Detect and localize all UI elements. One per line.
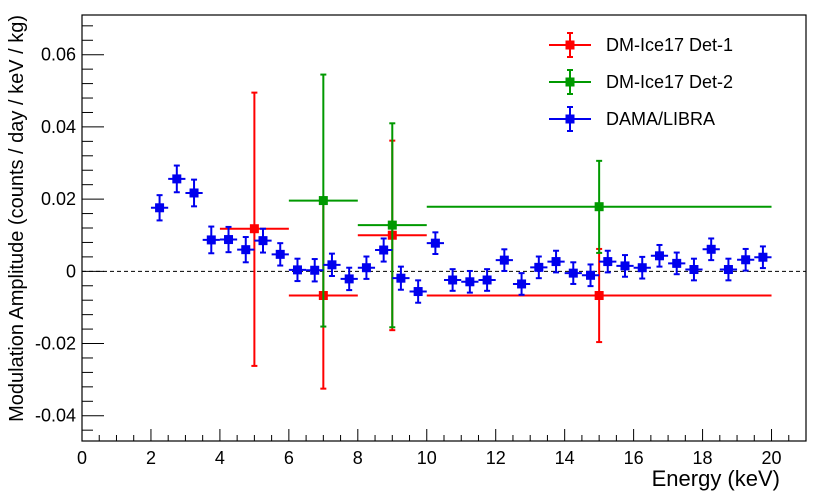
- data-point: [723, 265, 733, 275]
- data-point: [379, 245, 389, 255]
- x-tick-label: 8: [353, 448, 363, 468]
- data-point: [387, 220, 397, 230]
- series-dama-libra: [150, 164, 772, 304]
- x-tick-label: 18: [693, 448, 713, 468]
- x-tick-label: 4: [215, 448, 225, 468]
- legend-label: DM-Ice17 Det-1: [606, 35, 733, 55]
- data-point: [241, 245, 251, 255]
- data-point: [741, 255, 751, 265]
- data-point: [654, 251, 664, 261]
- data-point: [224, 235, 234, 245]
- data-point: [396, 273, 406, 283]
- minor-ticks: [82, 25, 807, 441]
- y-tick-label: -0.04: [35, 406, 76, 426]
- data-point: [344, 274, 354, 284]
- series-layer: [150, 73, 772, 390]
- x-tick-label: 10: [417, 448, 437, 468]
- data-point: [292, 265, 302, 275]
- data-point: [172, 174, 182, 184]
- legend: DM-Ice17 Det-1 DM-Ice17 Det-2 DAMA/LIBRA: [549, 32, 733, 132]
- x-tick-label: 20: [762, 448, 782, 468]
- data-point: [603, 257, 613, 267]
- y-tick-label: 0.02: [41, 189, 76, 209]
- data-point: [482, 275, 492, 285]
- data-point: [258, 236, 268, 246]
- data-point: [534, 262, 544, 272]
- series-dm-ice17-det-1: [219, 91, 772, 390]
- series-dm-ice17-det-2: [288, 73, 772, 329]
- data-point: [448, 275, 458, 285]
- data-point: [189, 188, 199, 198]
- x-tick-label: 14: [555, 448, 575, 468]
- data-point: [275, 249, 285, 259]
- data-point: [249, 224, 259, 234]
- legend-label: DM-Ice17 Det-2: [606, 72, 733, 92]
- data-point: [499, 255, 509, 265]
- data-point: [361, 263, 371, 273]
- x-axis-label: Energy (keV): [652, 466, 780, 491]
- legend-marker: [565, 114, 575, 124]
- y-tick-label: 0: [66, 261, 76, 281]
- data-point: [706, 244, 716, 254]
- data-point: [758, 252, 768, 262]
- x-tick-label: 6: [284, 448, 294, 468]
- y-tick-label: 0.06: [41, 45, 76, 65]
- data-point: [155, 203, 165, 213]
- data-point: [465, 277, 475, 287]
- x-tick-label: 12: [486, 448, 506, 468]
- x-tick-label: 2: [146, 448, 156, 468]
- data-point: [586, 270, 596, 280]
- y-tick-label: -0.02: [35, 334, 76, 354]
- data-point: [318, 196, 328, 206]
- data-point: [594, 202, 604, 212]
- x-tick-label: 16: [624, 448, 644, 468]
- legend-label: DAMA/LIBRA: [606, 109, 715, 129]
- data-point: [620, 261, 630, 271]
- x-tick-label: 0: [77, 448, 87, 468]
- major-ticks: 0 2 4 6 8 10 12 14 16 18 20 -0.04 -0.02 0 0.02 0.04 0.06: [35, 45, 782, 468]
- data-point: [672, 258, 682, 268]
- data-point: [689, 265, 699, 275]
- data-point: [327, 260, 337, 270]
- data-point: [310, 265, 320, 275]
- legend-marker: [565, 40, 575, 50]
- data-point: [206, 235, 216, 245]
- data-point: [413, 287, 423, 297]
- y-tick-label: 0.04: [41, 117, 76, 137]
- data-point: [517, 279, 527, 289]
- data-point: [637, 263, 647, 273]
- data-point: [594, 291, 604, 301]
- data-point: [430, 238, 440, 248]
- data-point: [551, 257, 561, 267]
- data-point: [568, 268, 578, 278]
- y-axis-label: Modulation Amplitude (counts / day / keV…: [6, 15, 28, 422]
- legend-marker: [565, 77, 575, 87]
